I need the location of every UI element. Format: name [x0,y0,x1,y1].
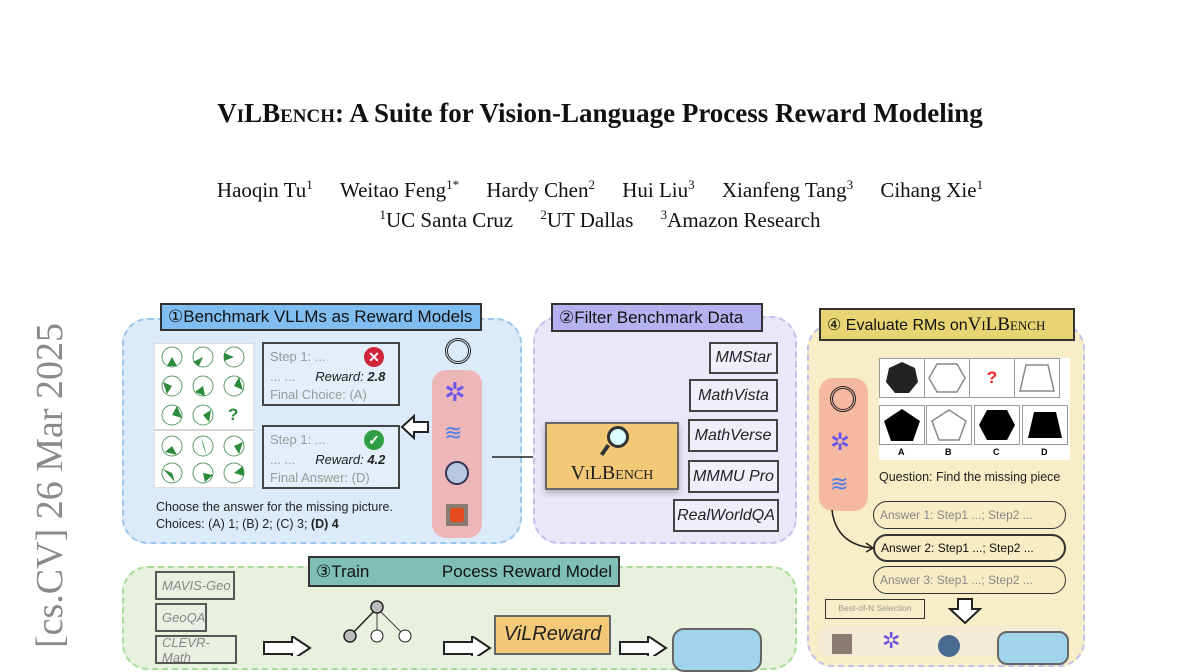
option-label: D [1041,447,1048,457]
vilreward-label: ViLReward [503,623,602,645]
panel4-question: Question: Find the missing piece [879,470,1061,484]
step-box-wrong: Step 1: ... ... ... Reward: 2.8 Final Cho… [262,342,400,406]
author: Haoqin Tu1 [216,177,313,202]
answer-option-3: Answer 3: Step1 ...; Step2 ... [873,566,1066,594]
step-box-correct: Step 1: ... ... ... Reward: 4.2 Final Ans… [262,425,400,489]
molmo-icon [446,504,468,526]
vilbench-label: ViLBench [570,462,654,484]
magnifier-icon [607,426,629,448]
trapezoid-white [1019,364,1055,392]
arxiv-stamp: [cs.CV] 26 Mar 2025 [29,322,71,648]
qwen-icon: ✲ [882,628,901,653]
curved-arrow-icon [831,509,875,553]
internvl-icon: ≋ [830,471,849,496]
internvl-icon: ≋ [444,420,463,445]
pie-puzzle-graphic [155,346,253,484]
puzzle-question-mark: ? [228,405,239,424]
panel2-header: ②Filter Benchmark Data [551,303,763,332]
answer-option-2-selected: Answer 2: Step1 ...; Step2 ... [873,534,1066,562]
panel1-choices: Choices: (A) 1; (B) 2; (C) 3; (D) 4 [156,517,339,531]
puzzle-image: ? [154,343,254,488]
dataset-geoqa: GeoQA [155,603,207,632]
best-of-n-label: Best-of-N Selection [825,599,925,619]
pentagon-white [931,409,967,441]
llava-icon [938,635,960,657]
vilbench-box: ViLBench [545,422,679,490]
wrong-x-icon: ✕ [364,347,384,367]
author: Weitao Feng1* [339,177,460,202]
openai-icon [445,338,471,364]
hexagon-white [928,363,966,393]
correct-check-icon: ✓ [364,430,384,450]
qwen-icon: ✲ [444,377,466,407]
dataset-mathvista: MathVista [689,379,778,412]
panel4-header: ④ Evaluate RMs on ViLBench [819,308,1075,341]
shape-puzzle: ? A B C D [879,358,1070,460]
panel1-question: Choose the answer for the missing pictur… [156,500,393,514]
hollow-arrow-right-icon [263,636,312,656]
panel1-header: ①Benchmark VLLMs as Reward Models [160,303,482,331]
vilreward-box: ViLReward [494,615,611,655]
hollow-arrow-left-icon [400,413,429,441]
affiliation: 2UT Dallas [540,207,634,232]
panel3-header: ③Train Pocess Reward Model [308,556,620,587]
pentagon-black [884,409,920,441]
author-list: Haoqin Tu1 Weitao Feng1* Hardy Chen2 Hui… [0,177,1200,203]
dataset-mmstar: MMStar [709,342,778,374]
missing-question-mark: ? [986,368,998,387]
hollow-arrow-right-icon [619,636,668,656]
dataset-realworldqa: RealWorldQA [673,499,779,532]
option-label: B [945,447,952,457]
paper-title: ViLBench: A Suite for Vision-Language Pr… [217,98,983,128]
hollow-arrow-down-icon [948,598,982,625]
dataset-mmmu-pro: MMMU Pro [688,460,779,493]
affiliation: 3Amazon Research [660,207,821,232]
qwen-icon: ✲ [830,429,851,456]
trapezoid-black [1028,412,1062,438]
dataset-mavis-geo: MAVIS-Geo [155,571,235,600]
output-model-box [672,628,762,672]
option-label: C [993,447,1000,457]
hexagon-black [979,410,1015,440]
affiliation-list: 1UC Santa Cruz 2UT Dallas 3Amazon Resear… [0,207,1200,233]
author: Xianfeng Tang3 [721,177,854,202]
author: Hardy Chen2 [486,177,595,202]
author: Hui Liu3 [622,177,695,202]
author: Cihang Xie1 [880,177,984,202]
dataset-mathverse: MathVerse [688,419,778,452]
option-label: A [898,447,905,457]
answer-option-1: Answer 1: Step1 ...; Step2 ... [873,501,1066,529]
openai-icon [830,386,856,412]
heptagon-black [886,362,918,393]
hollow-arrow-right-icon [443,636,492,656]
llava-icon [445,461,469,485]
result-box [997,631,1069,665]
search-tree-graphic [343,600,412,643]
affiliation: 1UC Santa Cruz [379,207,514,232]
molmo-icon [832,634,852,654]
dataset-clevr-math: CLEVR-Math [155,635,237,665]
